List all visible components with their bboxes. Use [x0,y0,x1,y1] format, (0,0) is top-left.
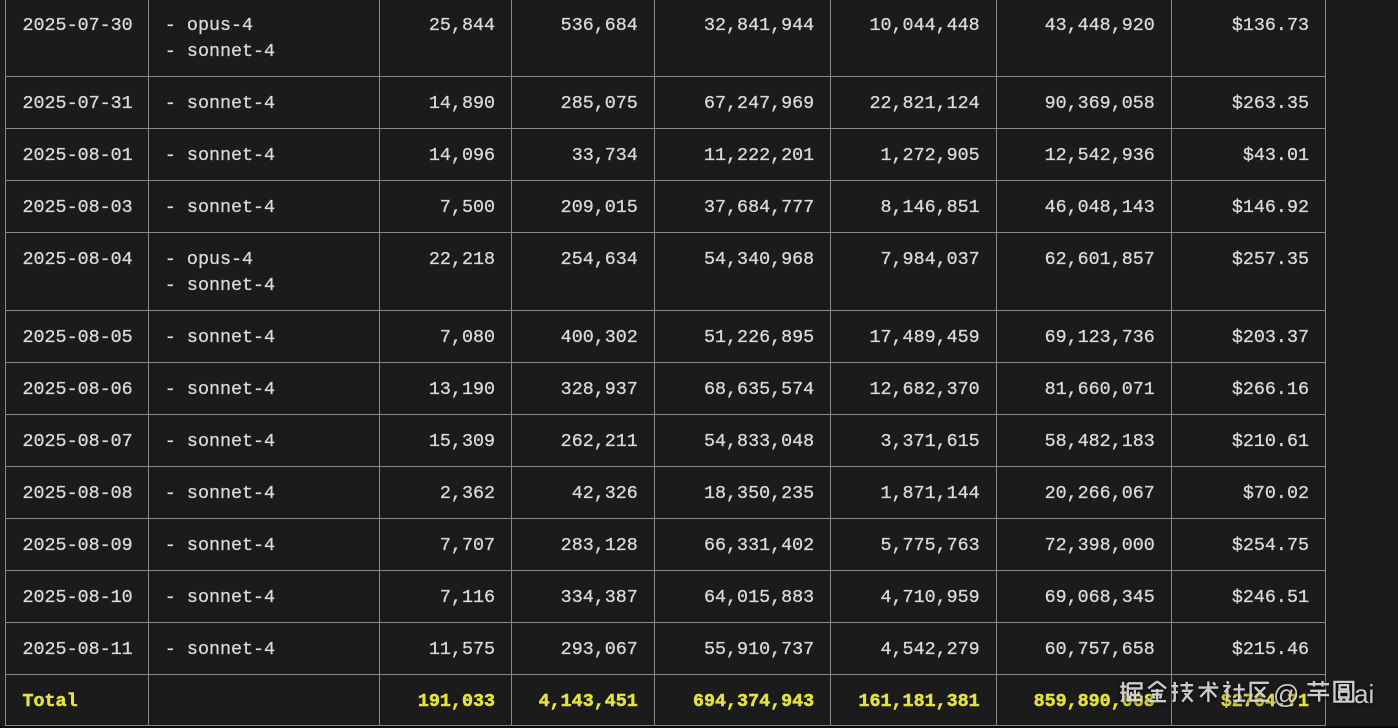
svg-text:ai: ai [1354,679,1374,709]
svg-text:@: @ [1273,679,1299,709]
